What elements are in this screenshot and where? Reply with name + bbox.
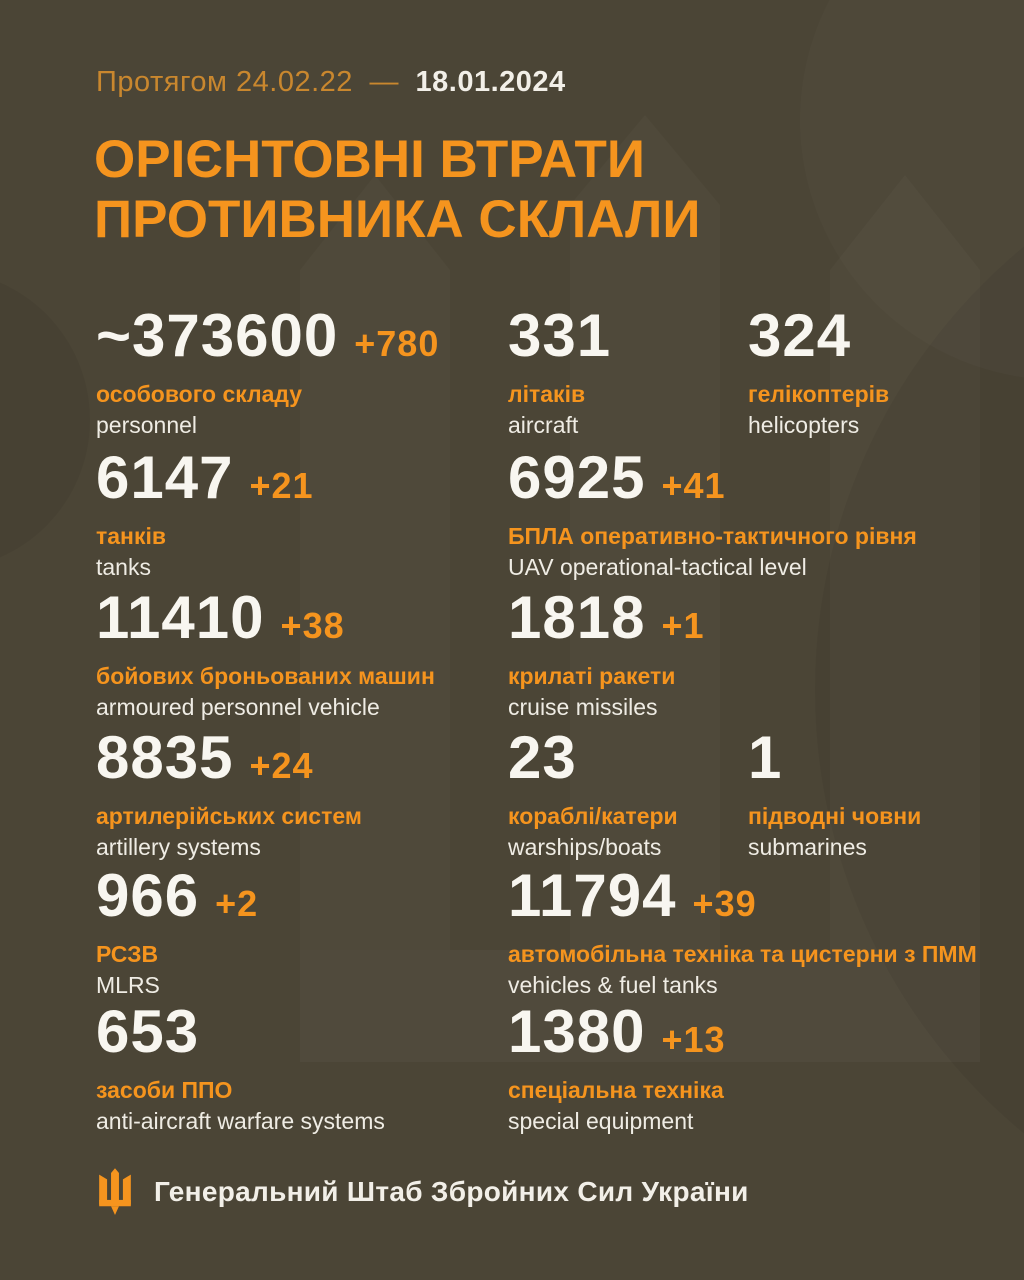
stat-value: 653 bbox=[96, 998, 200, 1065]
period-start: Протягом 24.02.22 bbox=[96, 66, 353, 98]
stat-value: 6147 bbox=[96, 444, 234, 511]
stat-warships: 23 кораблі/катери warships/boats bbox=[508, 728, 748, 861]
stats-row-1: ~373600 +780 особового складу personnel … bbox=[96, 306, 1008, 439]
stat-mlrs: 966 +2 РСЗВ MLRS bbox=[96, 866, 508, 999]
stat-value: 1818 bbox=[508, 584, 646, 651]
stat-label-uk: автомобільна техніка та цистерни з ПММ bbox=[508, 941, 977, 967]
stat-value: 1 bbox=[748, 724, 783, 791]
stat-anti-aircraft: 653 засоби ППО anti-aircraft warfare sys… bbox=[96, 1002, 508, 1135]
stat-aircraft: 331 літаків aircraft bbox=[508, 306, 748, 439]
stat-label-uk: танків bbox=[96, 523, 166, 549]
stat-label-uk: кораблі/катери bbox=[508, 803, 678, 829]
stat-label-uk: літаків bbox=[508, 381, 586, 407]
stat-label-en: helicopters bbox=[748, 411, 860, 438]
stat-delta: +13 bbox=[661, 1019, 726, 1060]
stats-row-2: 6147 +21 танків tanks 6925 +41 БПЛА опер… bbox=[96, 448, 1008, 581]
stat-helicopters: 324 гелікоптерів helicopters bbox=[748, 306, 1008, 439]
stat-value: 1380 bbox=[508, 998, 646, 1065]
stat-label-en: UAV operational-tactical level bbox=[508, 553, 807, 580]
stat-value: 6925 bbox=[508, 444, 646, 511]
stats-row-3: 11410 +38 бойових броньованих машин armo… bbox=[96, 588, 1008, 721]
stat-delta: +2 bbox=[215, 883, 259, 924]
stat-personnel: ~373600 +780 особового складу personnel bbox=[96, 306, 508, 439]
stat-label-uk: артилерійських систем bbox=[96, 803, 362, 829]
stat-delta: +39 bbox=[692, 883, 757, 924]
stat-label-uk: РСЗВ bbox=[96, 941, 159, 967]
stat-label-en: armoured personnel vehicle bbox=[96, 693, 380, 720]
stat-label-en: vehicles & fuel tanks bbox=[508, 971, 718, 998]
period-end-date: 18.01.2024 bbox=[415, 66, 566, 98]
stat-delta: +41 bbox=[661, 465, 726, 506]
stat-label-en: artillery systems bbox=[96, 833, 261, 860]
period-separator: — bbox=[369, 66, 399, 98]
stat-label-en: MLRS bbox=[96, 971, 160, 998]
stat-label-uk: крилаті ракети bbox=[508, 663, 676, 689]
stats-row-5: 966 +2 РСЗВ MLRS 11794 +39 автомобільна … bbox=[96, 866, 1008, 999]
trident-icon bbox=[99, 1168, 131, 1215]
stat-cruise-missiles: 1818 +1 крилаті ракети cruise missiles bbox=[508, 588, 1008, 721]
footer: Генеральний Штаб Збройних Сил України bbox=[96, 1168, 749, 1216]
stat-delta: +24 bbox=[249, 745, 314, 786]
stat-label-en: anti-aircraft warfare systems bbox=[96, 1107, 385, 1134]
stat-artillery: 8835 +24 артилерійських систем artillery… bbox=[96, 728, 508, 861]
stat-label-uk: гелікоптерів bbox=[748, 381, 890, 407]
stat-delta: +1 bbox=[661, 605, 705, 646]
stat-label-en: cruise missiles bbox=[508, 693, 658, 720]
stat-uav: 6925 +41 БПЛА оперативно-тактичного рівн… bbox=[508, 448, 1008, 581]
stat-value: 331 bbox=[508, 302, 612, 369]
stat-label-en: aircraft bbox=[508, 411, 579, 438]
stat-delta: +38 bbox=[280, 605, 345, 646]
stat-value: 23 bbox=[508, 724, 577, 791]
stat-value: 966 bbox=[96, 862, 200, 929]
stat-label-uk: БПЛА оперативно-тактичного рівня bbox=[508, 523, 917, 549]
stat-submarines: 1 підводні човни submarines bbox=[748, 728, 1008, 861]
stat-value: 11410 bbox=[96, 584, 265, 651]
page-title-line2: ПРОТИВНИКА СКЛАЛИ bbox=[94, 190, 701, 250]
stat-vehicles-fuel: 11794 +39 автомобільна техніка та цистер… bbox=[508, 866, 1008, 999]
stat-label-uk: підводні човни bbox=[748, 803, 922, 829]
stat-value: 11794 bbox=[508, 862, 677, 929]
page-title: ОРІЄНТОВНІ ВТРАТИ ПРОТИВНИКА СКЛАЛИ bbox=[94, 130, 700, 251]
stat-label-en: warships/boats bbox=[508, 833, 662, 860]
stats-row-4: 8835 +24 артилерійських систем artillery… bbox=[96, 728, 1008, 861]
stat-special-equipment: 1380 +13 спеціальна техніка special equi… bbox=[508, 1002, 1008, 1135]
stat-delta: +21 bbox=[249, 465, 314, 506]
stat-label-en: tanks bbox=[96, 553, 151, 580]
footer-organization: Генеральний Штаб Збройних Сил України bbox=[154, 1176, 749, 1207]
stat-label-en: submarines bbox=[748, 833, 867, 860]
stats-row-6: 653 засоби ППО anti-aircraft warfare sys… bbox=[96, 1002, 1008, 1135]
stat-label-uk: бойових броньованих машин bbox=[96, 663, 435, 689]
stat-tanks: 6147 +21 танків tanks bbox=[96, 448, 508, 581]
stat-label-uk: засоби ППО bbox=[96, 1077, 233, 1103]
stat-label-en: special equipment bbox=[508, 1107, 694, 1134]
stat-value: 8835 bbox=[96, 724, 234, 791]
stat-armoured-vehicles: 11410 +38 бойових броньованих машин armo… bbox=[96, 588, 508, 721]
stat-delta: +780 bbox=[354, 323, 440, 364]
stat-label-uk: спеціальна техніка bbox=[508, 1077, 724, 1103]
period-line: Протягом 24.02.22 — 18.01.2024 bbox=[96, 66, 566, 99]
stat-label-en: personnel bbox=[96, 411, 198, 438]
page-title-line1: ОРІЄНТОВНІ ВТРАТИ bbox=[94, 130, 645, 189]
stat-value: 324 bbox=[748, 302, 852, 369]
stat-value: ~373600 bbox=[96, 302, 339, 369]
stat-label-uk: особового складу bbox=[96, 381, 303, 407]
